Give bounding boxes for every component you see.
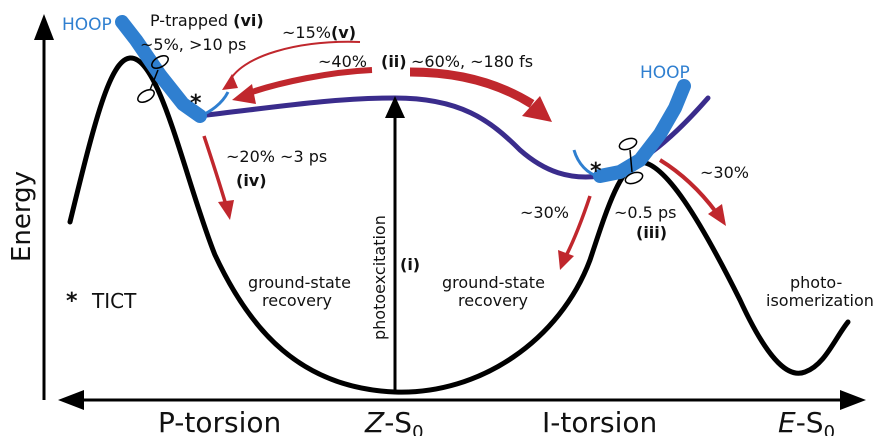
hoop-band-left-tail (199, 91, 230, 118)
arrow-right-up (658, 158, 726, 226)
photoexcitation-arrow (385, 96, 405, 392)
tict-star-right: * (590, 159, 602, 184)
hoop-band-right-tail (572, 149, 599, 178)
x-axis (58, 390, 866, 410)
tict-star-left: * (190, 91, 202, 116)
branch-right-up-label: ~30% (700, 163, 749, 182)
legend-tict: * TICT (66, 289, 137, 314)
gs-recovery-right-line1: ground-state (442, 273, 545, 292)
x-label-z-s0: Z-S0 (364, 406, 424, 436)
branch-ii-right-label: ~60%, ~180 fs (411, 52, 533, 71)
branch-right-down-label: ~30% (520, 203, 569, 222)
branch-iii-label: ~0.5 ps (614, 203, 676, 222)
y-axis (34, 14, 54, 400)
arrow-iv (202, 135, 234, 220)
hoop-label-right: HOOP (640, 63, 690, 83)
cone-icon-right (618, 137, 644, 185)
branch-ii-tag: (ii) (381, 52, 407, 71)
ground-state-curve (67, 55, 851, 395)
hoop-label-left: HOOP (62, 15, 112, 35)
cone-icon-left (137, 55, 169, 103)
arrow-v (222, 40, 361, 90)
gs-recovery-right-line2: recovery (458, 291, 528, 310)
branch-iii-tag: (iii) (636, 223, 667, 242)
arrow-ii-right (409, 67, 552, 122)
photoexcitation-label: photoexcitation (370, 215, 389, 340)
arrow-right-down (558, 195, 592, 270)
branch-v-label: ~15%(v) (282, 23, 356, 42)
hoop-band-left (115, 15, 207, 123)
ptrapped-label: P-trapped (vi) (150, 11, 264, 30)
photoexcitation-tag: (i) (400, 255, 420, 274)
branch-ii-left-label: ~40% (318, 52, 367, 71)
branch-iv-tag: (iv) (236, 171, 267, 190)
energy-axis-label: Energy (7, 171, 37, 262)
branch-iv-label: ~20% ~3 ps (226, 147, 327, 166)
ptrapped-value: ~5%, >10 ps (140, 35, 246, 54)
photoisomerization-line2: isomerization (766, 291, 874, 310)
legend-star: * (66, 289, 78, 314)
x-label-e-s0: E-S0 (778, 406, 835, 436)
arrow-ii-left (232, 67, 373, 104)
gs-recovery-left-line1: ground-state (248, 273, 351, 292)
legend-text: TICT (91, 289, 137, 313)
gs-recovery-left-line2: recovery (262, 291, 332, 310)
x-label-i-torsion: I-torsion (542, 406, 657, 436)
hoop-band-right (593, 79, 691, 183)
photoisomerization-line1: photo- (790, 273, 842, 292)
x-label-p-torsion: P-torsion (158, 406, 281, 436)
